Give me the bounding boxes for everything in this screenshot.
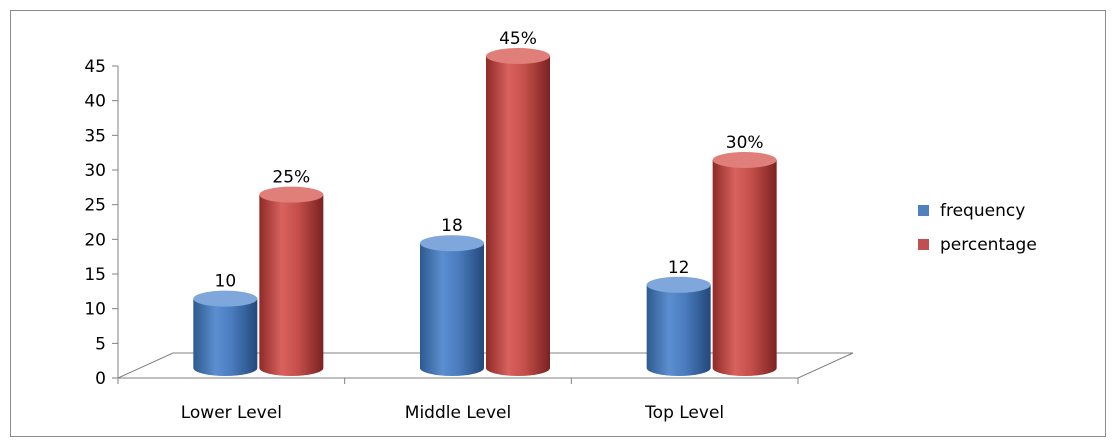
data-label: 12: [668, 258, 690, 278]
x-category-label: Middle Level: [405, 403, 511, 423]
legend-swatch-percentage: [918, 239, 929, 250]
bar-frequency: [646, 276, 711, 376]
legend: frequency percentage: [918, 201, 1037, 255]
bar-body: [420, 243, 484, 376]
bar-body: [646, 284, 711, 376]
bar-top: [712, 152, 777, 168]
bars: [193, 48, 777, 376]
bar-top: [486, 48, 550, 64]
y-tick-label: 10: [84, 300, 106, 320]
bar-body: [486, 56, 550, 376]
bar-frequency: [193, 290, 258, 376]
bar-body: [259, 194, 324, 376]
y-tick-label: 5: [95, 334, 106, 354]
legend-swatch-frequency: [918, 205, 929, 216]
data-label: 18: [441, 216, 463, 236]
y-tick-label: 35: [84, 126, 106, 146]
y-tick-label: 15: [84, 265, 106, 285]
bar-frequency: [420, 235, 484, 376]
data-label: 10: [215, 272, 237, 292]
bar-percentage: [486, 48, 550, 376]
labels: Lower Level Middle Level Top Level 10 25% 18 4…: [181, 29, 764, 423]
bar-body: [712, 160, 777, 376]
x-category-label: Top Level: [644, 403, 724, 423]
y-tick-label: 45: [84, 57, 106, 77]
bar-top: [646, 276, 711, 293]
data-label: 45%: [499, 29, 537, 49]
bar-percentage: [259, 186, 324, 376]
y-tick-label: 30: [84, 161, 106, 181]
bar-body: [193, 298, 258, 376]
x-category-label: Lower Level: [181, 403, 282, 423]
y-tick-label: 25: [84, 196, 106, 216]
data-label: 25%: [272, 168, 310, 188]
legend-label-frequency: frequency: [940, 201, 1025, 221]
data-label: 30%: [726, 133, 764, 153]
bar-top: [420, 235, 484, 252]
bar-top: [193, 290, 258, 307]
y-tick-label: 20: [84, 230, 106, 250]
y-tick-label: 40: [84, 92, 106, 112]
bar-top: [259, 186, 324, 203]
legend-label-percentage: percentage: [940, 235, 1037, 255]
bar-percentage: [712, 152, 777, 376]
y-tick-label: 0: [95, 369, 106, 389]
